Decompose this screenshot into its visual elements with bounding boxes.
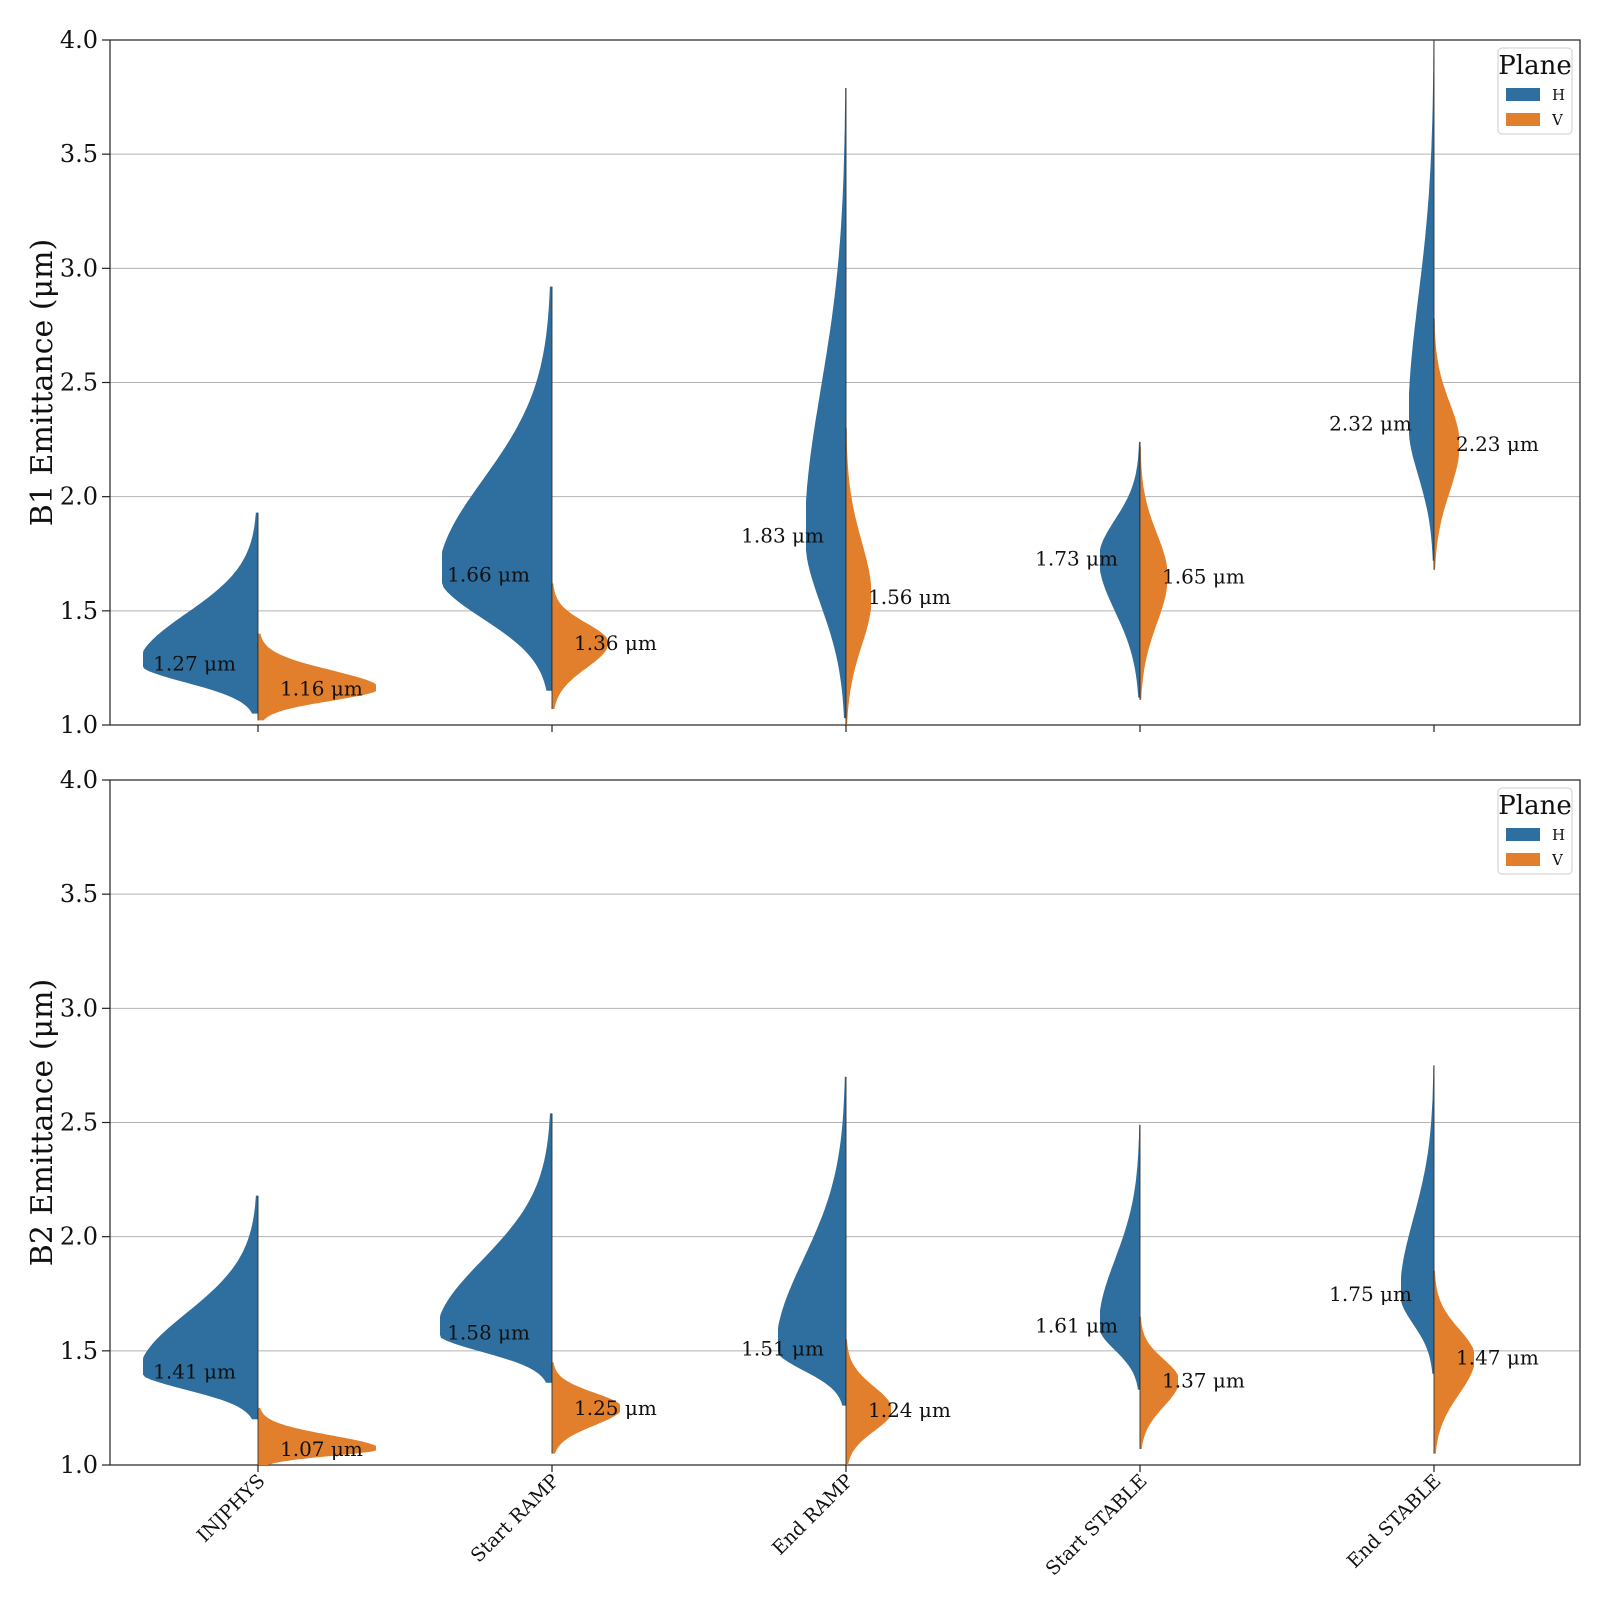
violin-v-0: [258, 1407, 376, 1465]
y-tick-label: 1.0: [60, 711, 98, 739]
y-tick-label: 1.0: [60, 1451, 98, 1479]
violin-h-4: [1401, 1065, 1434, 1374]
violin-h-2: [806, 87, 846, 719]
median-label-h: 1.83 μm: [741, 523, 824, 547]
legend-entry-v: V: [1551, 111, 1564, 129]
violin-v-1: [552, 583, 607, 710]
x-category-label: Start RAMP: [467, 1470, 564, 1567]
legend-swatch-h: [1506, 828, 1540, 841]
y-tick-label: 3.5: [60, 880, 98, 908]
median-label-v: 1.16 μm: [280, 676, 363, 700]
violin-h-0: [143, 512, 258, 714]
legend-entry-h: H: [1552, 86, 1565, 104]
median-label-v: 1.07 μm: [280, 1437, 363, 1461]
violin-v-2: [846, 428, 871, 725]
violin-v-3: [1140, 446, 1167, 700]
x-category-label: INJPHYS: [193, 1470, 270, 1547]
x-category-label: End RAMP: [768, 1470, 858, 1560]
violin-h-0: [143, 1195, 258, 1420]
violin-h-1: [440, 1113, 552, 1383]
median-label-h: 1.27 μm: [153, 651, 236, 675]
violin-h-3: [1100, 441, 1140, 698]
y-tick-label: 3.0: [60, 994, 98, 1022]
median-label-v: 2.23 μm: [1456, 432, 1539, 456]
median-label-v: 1.25 μm: [574, 1396, 657, 1420]
median-label-v: 1.36 μm: [574, 631, 657, 655]
y-tick-label: 2.0: [60, 1223, 98, 1251]
violin-v-4: [1434, 318, 1459, 570]
y-axis-label: B1 Emittance (μm): [25, 239, 60, 526]
violin-h-1: [442, 286, 552, 691]
median-label-v: 1.24 μm: [868, 1398, 951, 1422]
legend-swatch-v: [1506, 853, 1540, 866]
x-category-labels: INJPHYS Start RAMP End RAMP Start STABLE End…: [193, 1470, 1446, 1580]
median-label-v: 1.65 μm: [1162, 565, 1245, 589]
y-tick-label: 1.5: [60, 597, 98, 625]
legend-entry-h: H: [1552, 826, 1565, 844]
plot-frame: [109, 779, 1581, 1466]
y-tick-label: 2.5: [60, 1109, 98, 1137]
median-label-h: 1.61 μm: [1035, 1314, 1118, 1338]
legend-entry-v: V: [1551, 851, 1564, 869]
b2-emittance-panel: 1.0 1.5 2.0 2.5 3.0 3.5 4.0 B2 Emittance (μm) 1.…: [25, 766, 1581, 1479]
legend-title: Plane: [1498, 51, 1571, 81]
median-label-h: 1.51 μm: [741, 1337, 824, 1361]
median-label-v: 1.47 μm: [1456, 1346, 1539, 1370]
y-tick-label: 1.5: [60, 1337, 98, 1365]
median-label-h: 1.75 μm: [1329, 1282, 1412, 1306]
b1-emittance-panel: 1.0 1.5 2.0 2.5 3.0 3.5 4.0 B1 Emittance (μm) 1.…: [25, 26, 1581, 739]
y-tick-label: 2.0: [60, 483, 98, 511]
violin-v-0: [258, 633, 376, 721]
violin-h-2: [778, 1076, 846, 1406]
legend-title: Plane: [1498, 791, 1571, 821]
median-label-h: 1.58 μm: [447, 1321, 530, 1345]
plot-frame: [109, 39, 1581, 726]
violin-v-2: [846, 1339, 891, 1465]
legend-swatch-h: [1506, 88, 1540, 101]
median-label-h: 2.32 μm: [1329, 412, 1412, 436]
y-axis-label: B2 Emittance (μm): [25, 979, 60, 1266]
legend-swatch-v: [1506, 113, 1540, 126]
violin-v-1: [552, 1362, 620, 1454]
y-tick-label: 4.0: [60, 766, 98, 794]
violin-v-3: [1140, 1316, 1178, 1450]
median-label-v: 1.56 μm: [868, 585, 951, 609]
x-category-label: End STABLE: [1343, 1470, 1446, 1573]
violin-h-4: [1409, 40, 1434, 561]
median-label-h: 1.73 μm: [1035, 546, 1118, 570]
violin-v-4: [1434, 1270, 1474, 1454]
median-label-h: 1.41 μm: [153, 1359, 236, 1383]
median-label-h: 1.66 μm: [447, 562, 530, 586]
x-category-label: Start STABLE: [1042, 1470, 1152, 1580]
violin-h-3: [1100, 1124, 1140, 1390]
y-tick-label: 4.0: [60, 26, 98, 54]
y-tick-label: 3.0: [60, 254, 98, 282]
y-tick-label: 3.5: [60, 140, 98, 168]
y-tick-label: 2.5: [60, 369, 98, 397]
median-label-v: 1.37 μm: [1162, 1369, 1245, 1393]
